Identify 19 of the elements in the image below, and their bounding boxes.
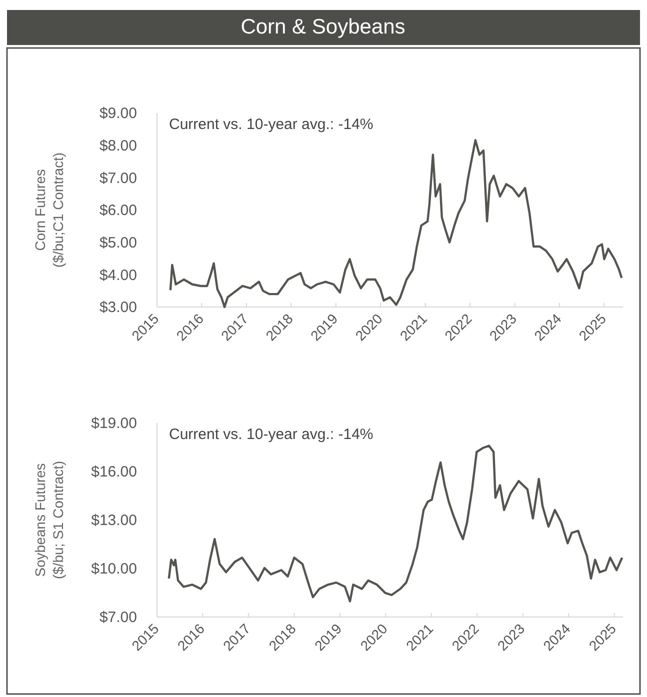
y-tick-label: $13.00 xyxy=(91,512,137,530)
y-tick-label: $3.00 xyxy=(99,299,137,316)
y-tick-label: $19.00 xyxy=(91,415,137,432)
annotation: Current vs. 10-year avg.: -14% xyxy=(169,116,374,133)
annotation: Current vs. 10-year avg.: -14% xyxy=(169,426,374,443)
line-series xyxy=(169,139,623,308)
y-tick-label: $16.00 xyxy=(91,464,137,481)
y-tick-label: $6.00 xyxy=(99,202,137,220)
y-axis-title: Soybeans Futures ($/bu; S1 Contract) xyxy=(32,460,66,580)
y-tick-label: $7.00 xyxy=(99,609,137,626)
y-tick-label: $7.00 xyxy=(99,170,137,187)
y-tick-label: $9.00 xyxy=(99,105,137,122)
y-axis-title: Corn Futures ($/bu;C1 Contract) xyxy=(32,152,66,268)
y-tick-label: $5.00 xyxy=(99,234,137,252)
line-series xyxy=(168,444,624,602)
y-tick-label: $8.00 xyxy=(99,138,137,155)
chart-title: Corn & Soybeans xyxy=(240,16,406,39)
y-tick-label: $4.00 xyxy=(99,266,137,284)
y-tick-label: $10.00 xyxy=(91,560,137,578)
